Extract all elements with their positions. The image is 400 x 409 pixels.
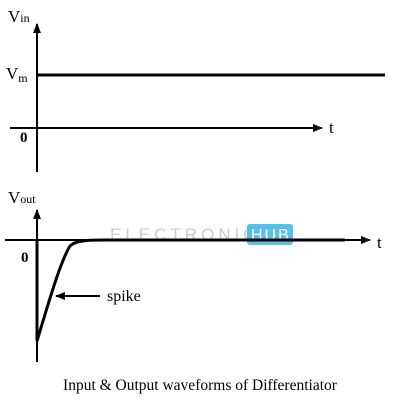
output-origin-label: 0 xyxy=(21,250,29,266)
output-graph: Vout 0 t spike xyxy=(5,188,382,362)
spike-annotation-label: spike xyxy=(107,288,141,305)
output-x-label: t xyxy=(377,233,382,252)
input-x-label: t xyxy=(329,118,334,137)
input-level-label: Vm xyxy=(6,64,28,85)
caption: Input & Output waveforms of Differentiat… xyxy=(63,377,338,394)
output-waveform xyxy=(35,238,345,342)
input-y-label: Vin xyxy=(8,7,30,26)
input-origin-label: 0 xyxy=(20,130,28,146)
input-graph: Vin Vm 0 t xyxy=(6,7,385,172)
output-y-label: Vout xyxy=(8,188,36,207)
watermark: ELECTRONICS HUB xyxy=(110,224,293,245)
